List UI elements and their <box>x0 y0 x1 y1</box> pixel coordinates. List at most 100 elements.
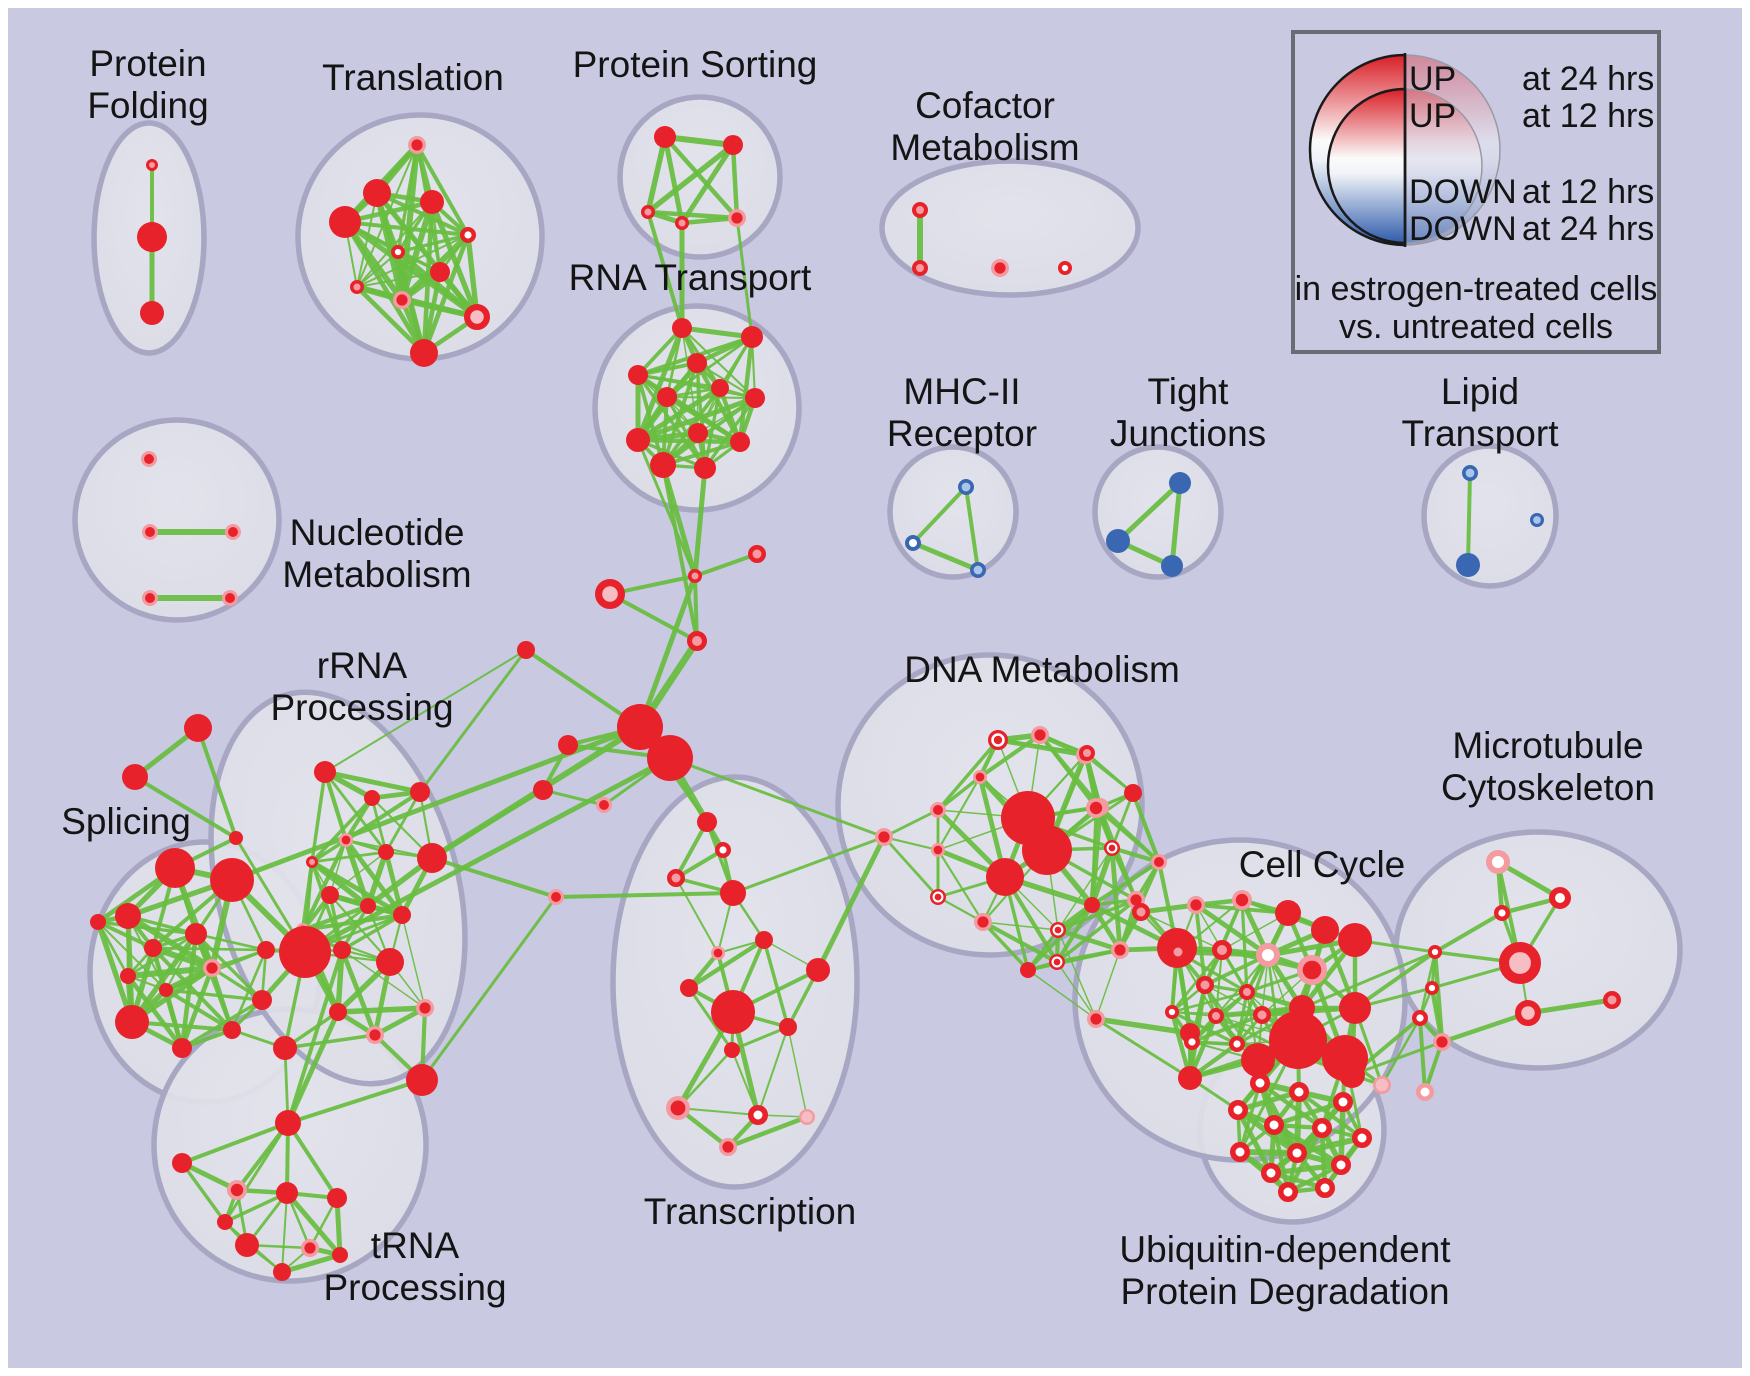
network-edge <box>1418 1016 1427 1094</box>
network-node <box>1278 1182 1298 1202</box>
network-edge <box>731 835 886 895</box>
cluster-label-mh: MHC-II <box>903 371 1020 412</box>
network-node <box>1416 1083 1434 1101</box>
network-node <box>276 1182 298 1204</box>
network-edge <box>210 948 268 970</box>
legend-direction-1: UP <box>1409 97 1456 135</box>
network-node <box>748 1105 768 1125</box>
network-node <box>1428 944 1443 959</box>
network-edge <box>1240 898 1249 994</box>
network-edge <box>982 921 1059 931</box>
legend-time-2: at 12 hrs <box>1522 173 1654 211</box>
network-edge <box>356 271 441 288</box>
network-node <box>419 1002 431 1014</box>
network-node <box>912 202 928 218</box>
network-edge <box>420 895 558 1082</box>
network-node <box>273 1263 291 1281</box>
network-edge <box>1433 911 1504 954</box>
network-node <box>1603 991 1621 1009</box>
network-node <box>430 262 450 282</box>
network-node <box>1169 943 1187 961</box>
network-edge <box>635 325 685 443</box>
network-node <box>667 869 685 887</box>
network-node <box>912 260 928 276</box>
network-edge <box>1170 990 1249 1014</box>
network-node <box>1054 926 1062 934</box>
network-edge <box>1466 471 1472 567</box>
network-node <box>155 848 195 888</box>
network-edge <box>693 552 759 578</box>
network-edge <box>1294 1135 1365 1156</box>
network-edge <box>372 1005 428 1038</box>
network-node <box>1287 1143 1307 1163</box>
network-node <box>1499 941 1542 984</box>
network-edge <box>126 932 198 978</box>
network-edge <box>342 219 427 356</box>
network-node <box>172 1153 192 1173</box>
network-edge <box>662 134 685 226</box>
network-node <box>1124 784 1142 802</box>
network-edge <box>977 732 1043 780</box>
network-edge <box>401 914 426 1009</box>
network-edge <box>1268 1162 1344 1176</box>
network-node <box>228 527 238 537</box>
network-edge <box>97 921 167 991</box>
network-edge <box>329 851 387 896</box>
cluster-label-tl: Translation <box>322 57 504 98</box>
network-edge <box>1429 985 1445 1045</box>
network-edge <box>96 920 198 936</box>
network-edge <box>310 796 374 864</box>
network-node <box>697 812 717 832</box>
network-node <box>1529 513 1544 528</box>
network-node <box>1020 962 1036 978</box>
network-node <box>144 454 154 464</box>
network-node <box>1425 980 1440 995</box>
network-edge <box>125 965 215 979</box>
network-node <box>140 301 164 325</box>
network-edge <box>675 877 719 954</box>
network-edge <box>1038 733 1098 810</box>
network-edge <box>279 1252 343 1275</box>
network-node <box>376 948 404 976</box>
network-node <box>364 790 380 806</box>
network-node <box>210 858 254 902</box>
network-edge <box>703 396 757 470</box>
network-node <box>994 262 1006 274</box>
network-edge <box>365 849 389 909</box>
network-node <box>333 941 351 959</box>
network-edge <box>674 848 725 880</box>
network-node <box>1289 1082 1309 1102</box>
cluster-label-pf: Folding <box>87 85 208 126</box>
network-node <box>1241 1043 1275 1077</box>
network-edge <box>341 949 426 1009</box>
network-nodes <box>90 126 1621 1281</box>
network-edge <box>1193 902 1271 958</box>
network-node <box>1339 1062 1365 1088</box>
network-node <box>670 1100 686 1116</box>
network-edge <box>936 738 1000 812</box>
network-edge <box>340 913 404 952</box>
network-node <box>1486 850 1510 874</box>
network-edge <box>1089 859 1162 908</box>
network-edge <box>1057 847 1113 931</box>
network-node <box>628 365 648 385</box>
cluster-label-rr: Processing <box>270 687 453 728</box>
network-edge <box>676 1048 734 1110</box>
network-edge <box>668 756 886 839</box>
network-edge <box>1271 1122 1291 1195</box>
network-edge <box>964 485 980 572</box>
network-edge <box>194 932 268 952</box>
legend-direction-2: DOWN <box>1409 173 1517 211</box>
network-edge <box>636 326 684 377</box>
network-edge <box>679 142 736 226</box>
network-edge <box>1089 845 1115 908</box>
network-edge <box>324 649 527 773</box>
network-node <box>722 1141 734 1153</box>
network-node <box>1108 844 1116 852</box>
cluster-label-sp: Splicing <box>61 801 191 842</box>
network-node <box>460 226 477 243</box>
network-node <box>1372 1075 1391 1094</box>
